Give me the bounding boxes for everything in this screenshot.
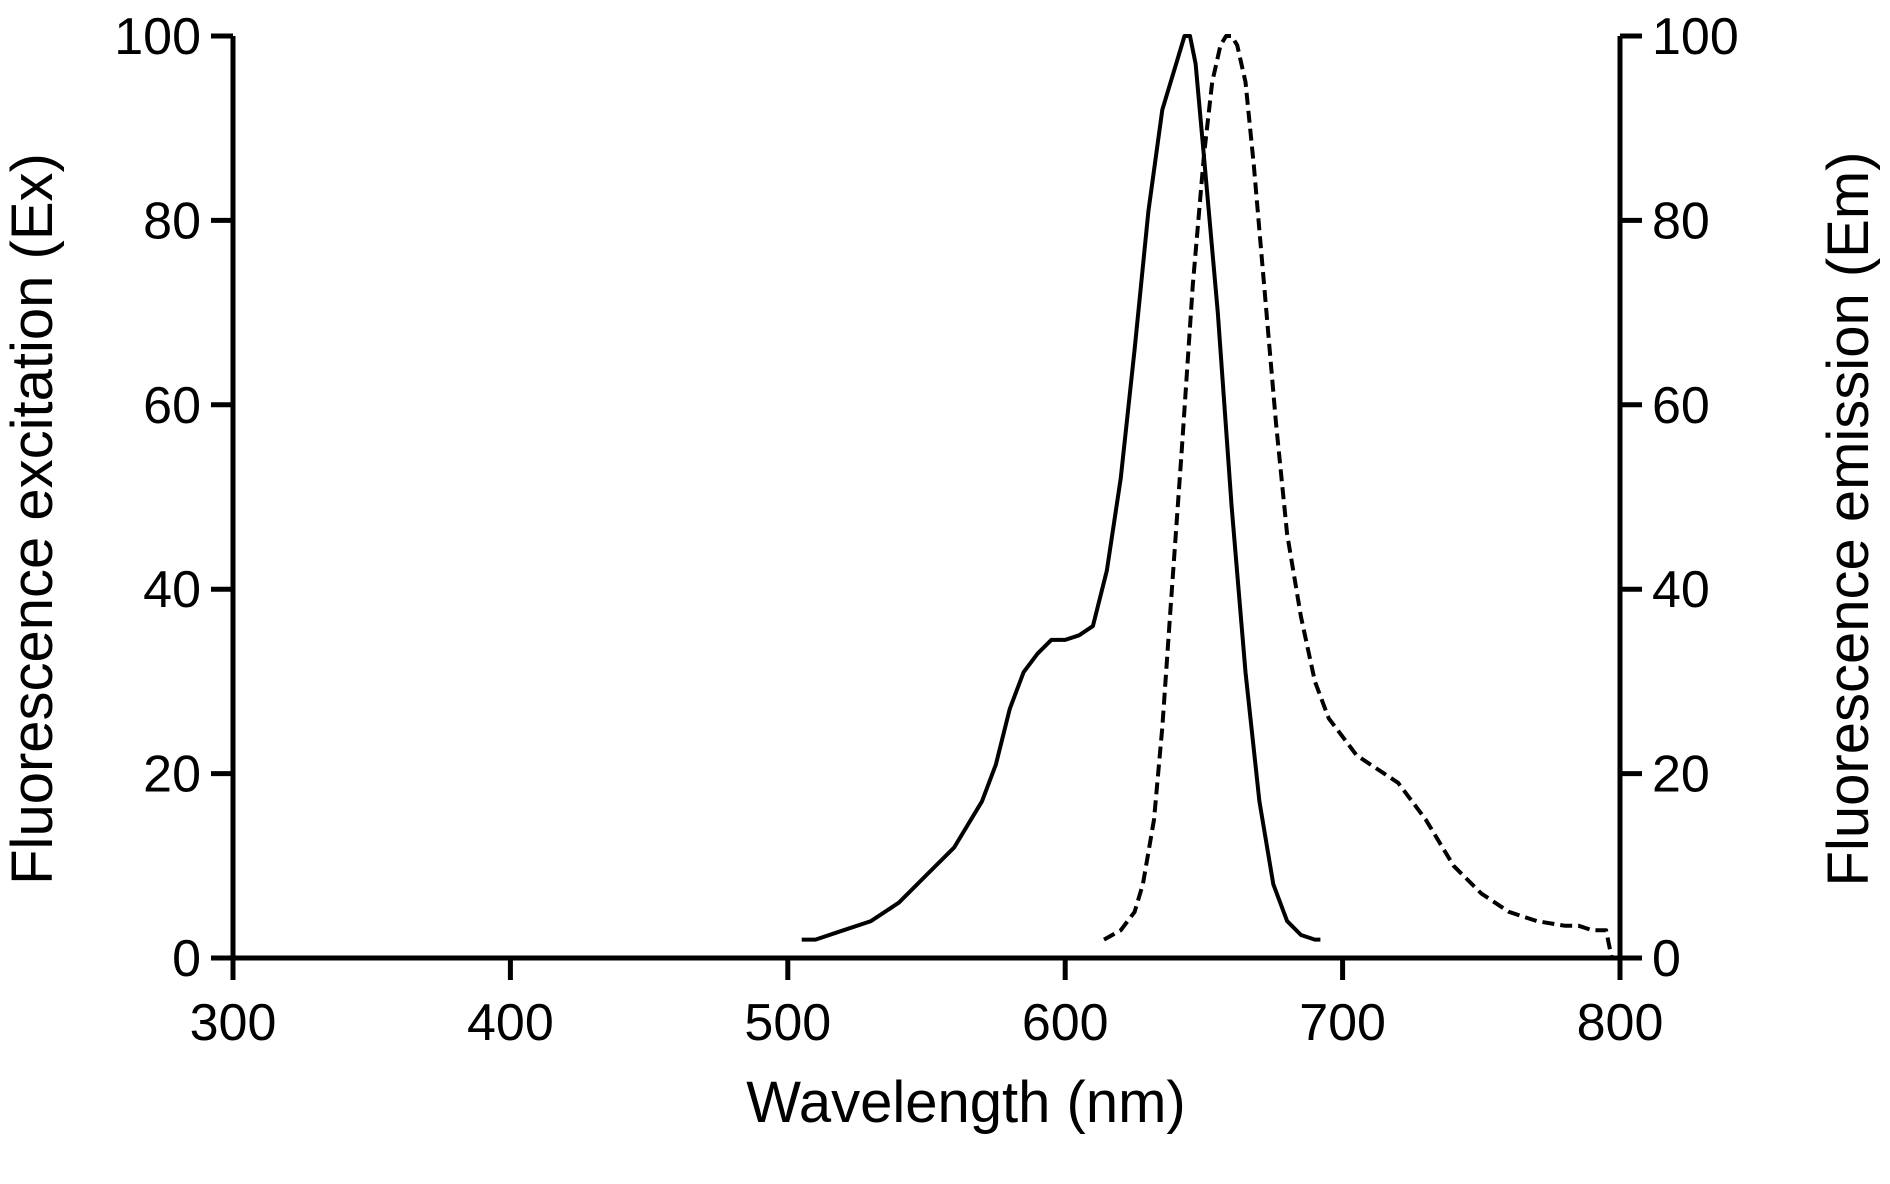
x-tick-label: 500 xyxy=(744,994,831,1052)
series-line-excitation xyxy=(801,34,1321,942)
y-tick-label-left: 0 xyxy=(172,930,201,988)
y-tick-label-left: 20 xyxy=(143,746,201,804)
x-tick-label: 600 xyxy=(1022,994,1109,1052)
x-tick-label: 800 xyxy=(1577,994,1664,1052)
x-tick-label: 400 xyxy=(467,994,554,1052)
y-tick-label-right: 60 xyxy=(1652,377,1710,435)
y-tick-label-left: 60 xyxy=(143,377,201,435)
series-group xyxy=(801,34,1614,959)
y-tick-label-left: 100 xyxy=(114,8,201,66)
y-axis-label-right: Fluorescence emission (Em) xyxy=(1816,152,1881,887)
x-tick-label: 700 xyxy=(1299,994,1386,1052)
y-tick-label-right: 100 xyxy=(1652,8,1739,66)
series-line-emission xyxy=(1103,34,1614,959)
y-tick-label-left: 80 xyxy=(143,192,201,250)
x-tick-label: 300 xyxy=(190,994,277,1052)
y-tick-label-right: 0 xyxy=(1652,930,1681,988)
y-tick-label-left: 40 xyxy=(143,561,201,619)
y-tick-label-right: 80 xyxy=(1652,192,1710,250)
y-ticks-right: 0 20 40 60 80 100 xyxy=(1620,8,1739,988)
y-tick-label-right: 40 xyxy=(1652,561,1710,619)
x-axis-label: Wavelength (nm) xyxy=(746,1070,1185,1135)
x-ticks: 300 400 500 600 700 800 xyxy=(190,958,1664,1052)
y-ticks-left: 0 20 40 60 80 100 xyxy=(114,8,233,988)
y-tick-label-right: 20 xyxy=(1652,746,1710,804)
axes xyxy=(230,36,1623,961)
y-axis-label-left: Fluorescence excitation (Ex) xyxy=(0,153,65,885)
